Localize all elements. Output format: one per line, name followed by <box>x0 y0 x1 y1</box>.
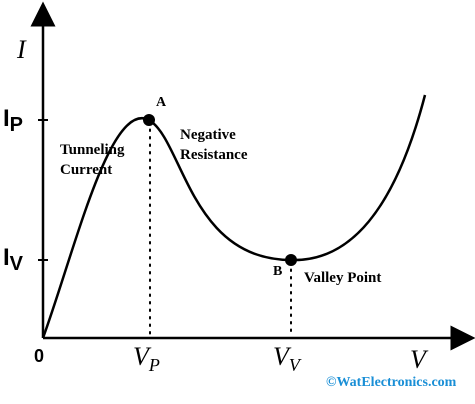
iv-label: IV <box>3 244 24 275</box>
valley-point-label: Valley Point <box>304 270 381 286</box>
origin-label: 0 <box>34 346 44 366</box>
tunneling-current-label: Tunneling Current <box>60 142 128 178</box>
x-axis-label: V <box>410 345 429 374</box>
negative-resistance-label: Negative Resistance <box>180 127 248 163</box>
iv-curve <box>41 94 427 339</box>
point-b-label: B <box>273 264 282 279</box>
vv-label: VV <box>273 342 302 375</box>
ip-label: IP <box>3 105 23 136</box>
valley-point <box>285 254 297 266</box>
point-a-label: A <box>156 95 167 110</box>
vp-label: VP <box>133 342 160 375</box>
peak-point <box>143 114 155 126</box>
credit-text: ©WatElectronics.com <box>326 375 457 390</box>
y-axis-label: I <box>16 35 27 64</box>
